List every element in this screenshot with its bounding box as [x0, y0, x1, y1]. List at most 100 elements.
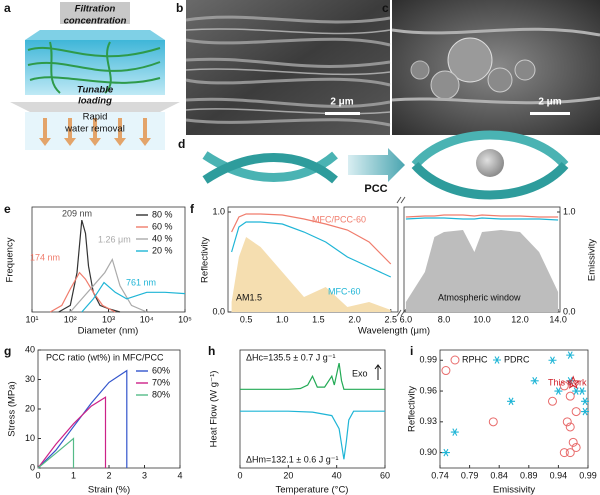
line — [69, 257, 148, 313]
legend-label: PDRC — [504, 354, 530, 364]
y-axis-label: Heat Flow (W g⁻¹) — [209, 371, 220, 448]
x-tick-label: 0.94 — [550, 470, 568, 480]
axis-break-part — [396, 196, 406, 317]
panel-label: h — [208, 344, 215, 358]
step-label: concentration — [64, 16, 127, 27]
x-tick-label: 10⁵ — [178, 314, 192, 324]
x-tick-label: 0 — [237, 470, 242, 480]
line — [49, 271, 116, 313]
series-label: Atmospheric window — [438, 292, 521, 302]
series-label: MFC-60 — [328, 286, 361, 296]
x-tick-label: 12.0 — [511, 314, 529, 324]
x-tick-label: 14.0 — [549, 314, 567, 324]
fiber-diagram-part — [348, 148, 405, 182]
series-label: AM1.5 — [236, 292, 262, 302]
legend-label: 60 % — [152, 221, 173, 231]
y-tick-label: 0.93 — [419, 416, 437, 426]
line — [37, 437, 75, 469]
annotation: ΔHc=135.5 ± 0.7 J g⁻¹ — [246, 352, 336, 362]
panel-a-drawing-part — [43, 118, 147, 140]
x-tick-label: 8.0 — [438, 314, 451, 324]
series-label: This work — [548, 377, 587, 387]
point — [530, 377, 539, 385]
x-axis-label: Emissivity — [493, 485, 535, 495]
line — [405, 214, 559, 218]
x-tick-label: 0.99 — [579, 470, 597, 480]
point — [559, 448, 569, 458]
sem-image-part — [410, 60, 430, 80]
point — [581, 407, 590, 416]
x-tick-label: 0.89 — [520, 470, 538, 480]
point — [565, 422, 575, 432]
point — [507, 397, 516, 406]
legend-label: 70% — [152, 377, 170, 387]
panel-a-drawing-part — [27, 41, 161, 94]
x-tick-label: 20 — [283, 470, 293, 480]
legend-label: 80 % — [152, 209, 173, 219]
legend-label: 60% — [152, 365, 170, 375]
panel-a-drawing-part — [39, 138, 151, 146]
annotation: 209 nm — [62, 208, 92, 218]
annotation: 1.26 μm — [98, 234, 131, 244]
legend-label: 40 % — [152, 233, 173, 243]
sem-image-part — [530, 112, 570, 115]
y-axis-label: Reflectivity — [407, 386, 418, 432]
sem-image — [391, 0, 600, 135]
scale-bar-label: 2 μm — [538, 97, 561, 108]
plot-frame — [439, 349, 589, 469]
step-label: water removal — [64, 124, 125, 135]
fiber-diagram-part — [202, 151, 338, 182]
y-axis-label: Frequency — [5, 237, 16, 282]
point — [568, 437, 578, 447]
point — [559, 381, 569, 391]
x-tick-label: 10³ — [102, 314, 115, 324]
line — [37, 369, 128, 469]
panel-label: c — [382, 1, 389, 15]
panel-label: d — [178, 137, 185, 151]
sem-image-part — [185, 28, 391, 115]
point — [450, 428, 459, 436]
area — [231, 237, 391, 312]
point — [571, 407, 581, 417]
area — [405, 230, 559, 312]
y-tick-label: 20 — [25, 403, 35, 413]
point — [547, 396, 557, 406]
panel-label: f — [190, 202, 195, 216]
fiber-diagram-part — [476, 149, 504, 177]
point — [565, 391, 575, 401]
y-tick-label: 1.0 — [563, 206, 576, 216]
x-tick-label: 0.84 — [490, 470, 508, 480]
line — [405, 217, 559, 221]
x-tick-label: 1.5 — [312, 314, 325, 324]
y-tick-label: 40 — [25, 344, 35, 354]
fiber-diagram-part — [411, 130, 569, 169]
x-axis-label: Temperature (°C) — [276, 485, 349, 495]
step-label: Filtration — [75, 4, 116, 15]
x-tick-label: 2 — [106, 470, 111, 480]
panel-a-drawing-part — [10, 102, 180, 112]
line — [37, 396, 107, 469]
step-label: Tunable — [77, 85, 114, 96]
exo-arrow — [374, 364, 382, 380]
x-tick-label: 0 — [35, 470, 40, 480]
fiber-diagram-part — [411, 161, 569, 200]
arrow-label: PCC — [364, 183, 387, 195]
line — [231, 213, 392, 265]
line — [240, 362, 385, 390]
x-axis-label: Strain (%) — [88, 485, 130, 495]
panel-label: b — [176, 1, 183, 15]
x-tick-label: 1 — [71, 470, 76, 480]
x-tick-label: 10⁴ — [140, 314, 154, 324]
legend-label: RPHC — [462, 354, 488, 364]
line — [231, 221, 392, 278]
point — [565, 448, 575, 458]
legend-swatch — [450, 355, 460, 365]
y-tick-label: 0 — [30, 462, 35, 472]
sem-image-part — [185, 15, 391, 127]
x-tick-label: 0.74 — [431, 470, 449, 480]
panel-label: g — [4, 344, 11, 358]
x-axis-label: Wavelength (μm) — [358, 326, 430, 337]
point — [571, 442, 581, 452]
legend-label: 20 % — [152, 245, 173, 255]
fiber-diagram-part — [202, 153, 338, 184]
